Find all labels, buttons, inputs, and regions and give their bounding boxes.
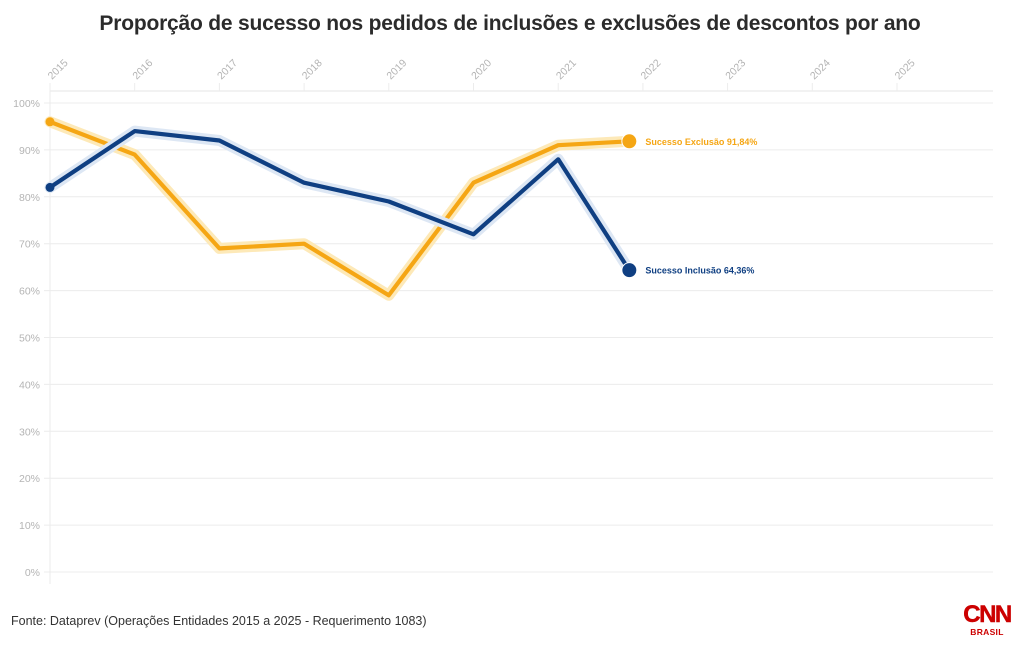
x-tick-label: 2023 [723,57,748,82]
y-tick-label: 40% [19,379,40,391]
logo-brasil-text: BRASIL [970,627,1004,637]
x-axis: 2015 2016 2017 2018 2019 2020 2021 2022 2023 2024… [46,57,918,91]
series-line-exclusao [47,119,632,298]
series-halo-exclusao [44,116,635,301]
x-tick-label: 2018 [300,57,325,82]
grid-lines [44,90,993,584]
cnn-brasil-logo: CNN BRASIL [960,601,1014,639]
end-point-exclusao [621,133,638,150]
x-tick-label: 2024 [808,57,833,82]
y-tick-label: 70% [19,239,40,251]
x-tick-label: 2020 [469,57,494,82]
y-axis: 0% 10% 20% 30% 40% 50% 60% 70% 80% 90% 100% [13,98,40,579]
y-tick-label: 60% [19,286,40,298]
x-tick-label: 2025 [893,57,918,82]
series-group: Sucesso Exclusão 91,84% Sucesso Inclusão … [44,116,757,301]
end-label-inclusao: Sucesso Inclusão 64,36% [645,266,754,276]
x-tick-label: 2017 [215,57,240,82]
x-tick-label: 2019 [384,57,409,82]
x-tick-label: 2016 [130,57,155,82]
x-tick-label: 2015 [46,57,71,82]
start-point-inclusao [45,182,55,192]
chart-title: Proporção de sucesso nos pedidos de incl… [99,12,921,35]
end-label-exclusao: Sucesso Exclusão 91,84% [645,137,757,147]
x-tick-label: 2021 [554,57,579,82]
y-tick-label: 50% [19,333,40,345]
y-tick-label: 0% [25,567,40,579]
y-tick-label: 30% [19,426,40,438]
y-tick-label: 20% [19,473,40,485]
source-note: Fonte: Dataprev (Operações Entidades 201… [11,614,427,628]
x-tick-label: 2022 [639,57,664,82]
y-tick-label: 90% [19,145,40,157]
y-tick-label: 100% [13,98,40,110]
y-tick-label: 80% [19,192,40,204]
series-line-inclusao [47,129,632,273]
y-tick-label: 10% [19,520,40,532]
start-point-exclusao [45,117,55,127]
logo-cnn-text: CNN [963,601,1013,628]
end-point-inclusao [621,262,638,279]
